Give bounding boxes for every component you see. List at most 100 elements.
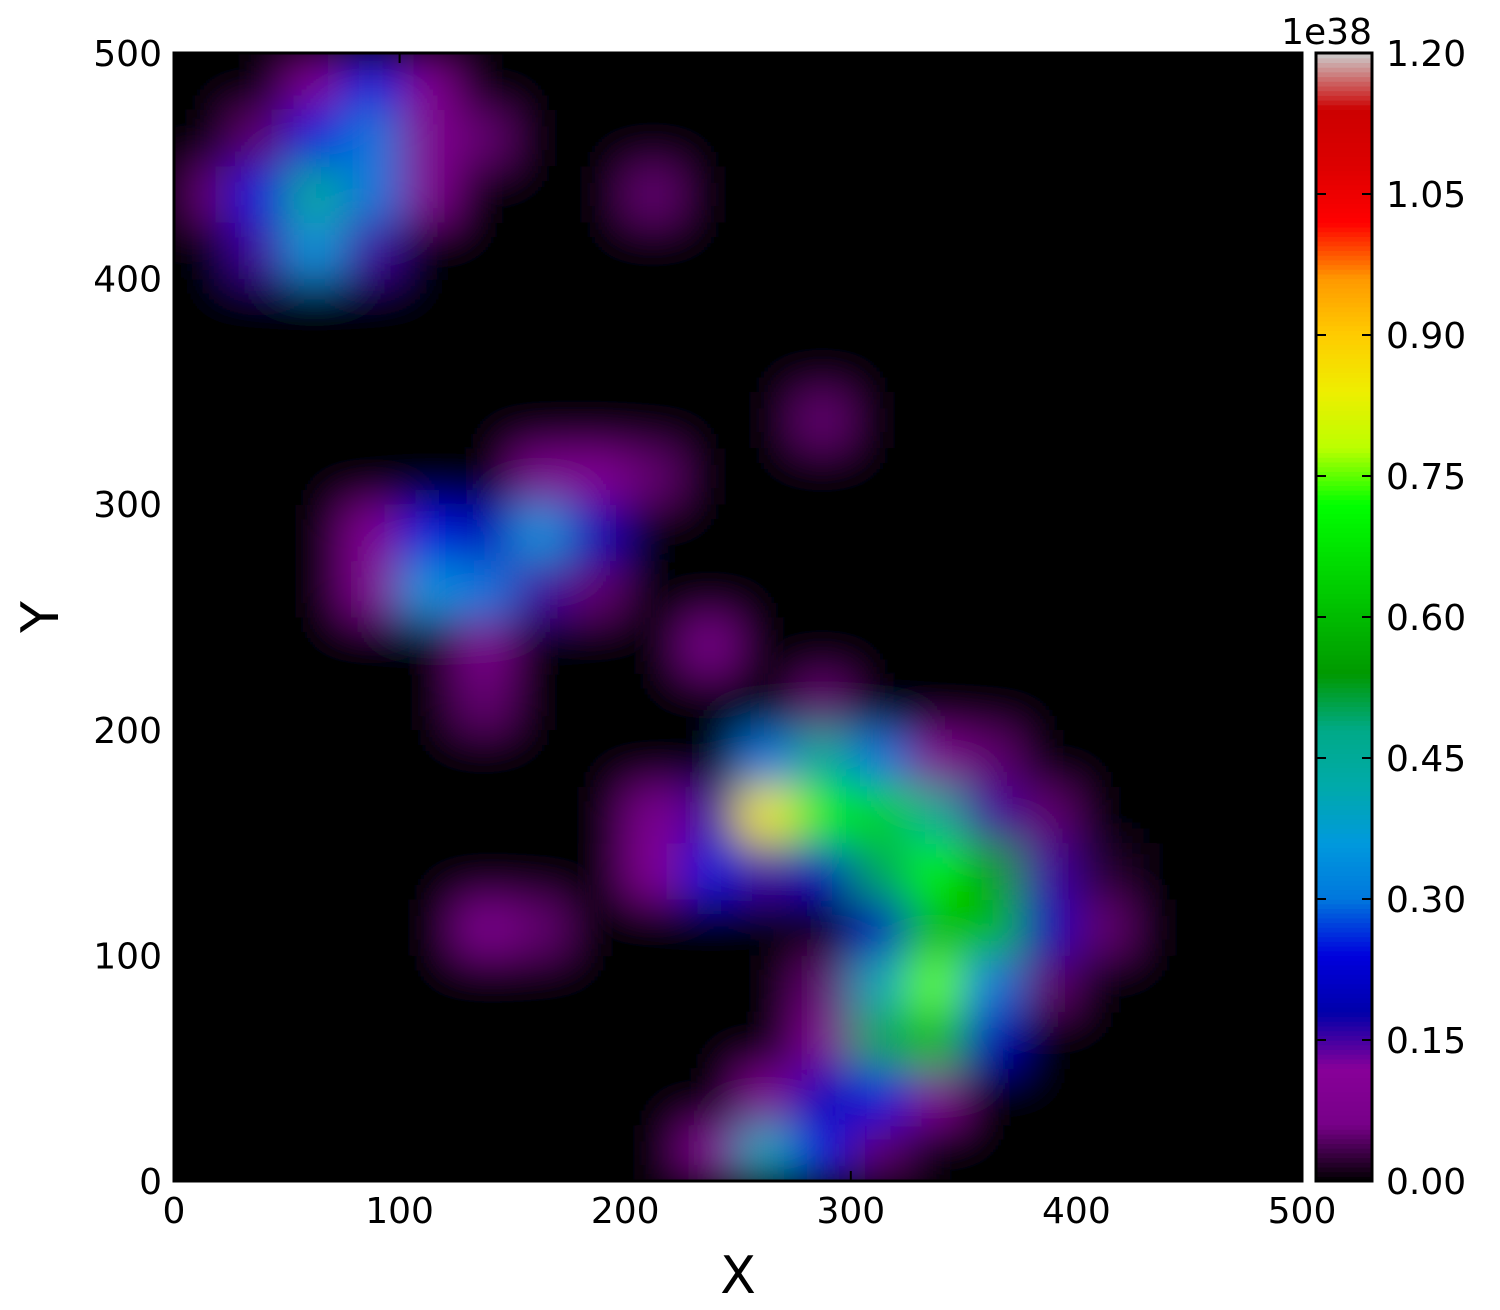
colorbar-segment [1316, 823, 1372, 830]
colorbar-segment [1316, 132, 1372, 139]
heat-cell [681, 898, 739, 956]
heat-cell [850, 1067, 908, 1126]
y-tick-label: 300 [93, 485, 162, 526]
colorbar-segment [1316, 1054, 1372, 1060]
colorbar-segment [1316, 443, 1372, 449]
heat-cell [793, 616, 852, 674]
colorbar-segment [1316, 894, 1372, 900]
heat-cell [1132, 729, 1190, 787]
colorbar-segment [1316, 1091, 1372, 1097]
heat-cell [1188, 1011, 1247, 1069]
colorbar-segment [1316, 790, 1372, 797]
heat-cell [737, 729, 795, 787]
heat-cell [229, 1067, 288, 1126]
heat-cell [568, 729, 626, 787]
colorbar-segment [1316, 640, 1372, 646]
colorbar-segment [1316, 1129, 1372, 1135]
heat-cell [1188, 278, 1247, 336]
colorbar-segment [1316, 682, 1372, 689]
heat-cell [1132, 785, 1190, 844]
heat-cell [737, 503, 795, 562]
colorbar-segment [1316, 880, 1372, 886]
colorbar-segment [1316, 1035, 1372, 1041]
heat-cell [286, 1124, 344, 1181]
colorbar-segment [1316, 222, 1372, 228]
heat-cell [906, 503, 965, 562]
heat-cell [1188, 108, 1247, 167]
colorbar-segment [1316, 1077, 1372, 1083]
y-axis-label: Y [11, 601, 71, 634]
colorbar-offset: 1e38 [1281, 12, 1372, 53]
heat-cell [1075, 1067, 1134, 1126]
colorbar-segment [1316, 236, 1372, 242]
heat-cell [1188, 1124, 1247, 1181]
heat-cell [229, 785, 288, 844]
colorbar-segment [1316, 532, 1372, 538]
heat-cell [399, 221, 457, 280]
colorbar-segment [1316, 429, 1372, 435]
colorbar-segment [1316, 974, 1372, 980]
heat-cell [174, 503, 231, 562]
heat-cell [624, 1124, 683, 1181]
heat-cell [1019, 278, 1077, 336]
heat-cell [850, 842, 908, 900]
heat-cell [568, 278, 626, 336]
colorbar-segment [1316, 711, 1372, 717]
colorbar-segment [1316, 819, 1372, 825]
heat-cell [455, 898, 513, 956]
heat-cell [342, 503, 401, 562]
colorbar-segment [1316, 978, 1372, 985]
heat-cell [511, 447, 570, 505]
x-tick-label: 500 [1268, 1191, 1337, 1232]
colorbar-segment [1316, 565, 1372, 571]
heat-cell [1188, 672, 1247, 731]
heat-cell [1019, 729, 1077, 787]
heat-cell [342, 560, 401, 618]
heat-cell [229, 278, 288, 336]
colorbar-segment [1316, 1007, 1372, 1013]
heat-cell [850, 503, 908, 562]
heat-cell [850, 1124, 908, 1181]
colorbar-segment [1316, 264, 1372, 270]
heat-cell [1245, 898, 1302, 956]
colorbar-segment [1316, 715, 1372, 721]
heat-cell [1245, 842, 1302, 900]
heat-cell [455, 334, 513, 392]
colorbar-segment [1316, 255, 1372, 261]
colorbar-segment [1316, 908, 1372, 914]
colorbar-segment [1316, 795, 1372, 801]
colorbar-segment [1316, 241, 1372, 247]
colorbar-segment [1316, 762, 1372, 768]
colorbar-segment [1316, 137, 1372, 143]
heat-cell [906, 616, 965, 674]
colorbar-segment [1316, 95, 1372, 101]
colorbar-segment [1316, 156, 1372, 162]
heat-cell [286, 842, 344, 900]
colorbar-segment [1316, 452, 1372, 458]
colorbar-segment [1316, 1063, 1372, 1069]
colorbar-segment [1316, 438, 1372, 444]
heat-cell [963, 1124, 1021, 1181]
heat-cell [1188, 785, 1247, 844]
heat-cell [737, 560, 795, 618]
colorbar-segment [1316, 1030, 1372, 1036]
heat-cell [511, 165, 570, 223]
colorbar-tick-label: 0.45 [1386, 739, 1466, 780]
heat-cell [1075, 108, 1134, 167]
heat-cell [1132, 1124, 1190, 1181]
colorbar-segment [1316, 53, 1372, 59]
y-tick-label: 500 [93, 34, 162, 75]
heat-cell [399, 898, 457, 956]
heat-cell [399, 672, 457, 731]
heat-cell [1132, 898, 1190, 956]
heat-cell [793, 390, 852, 449]
heat-cell [681, 1067, 739, 1126]
heat-cell [455, 785, 513, 844]
colorbar-tick-label: 0.75 [1386, 457, 1466, 498]
heat-cell [229, 672, 288, 731]
heat-cell [681, 503, 739, 562]
heat-cell [1188, 447, 1247, 505]
colorbar-segment [1316, 504, 1372, 510]
heat-cell [174, 729, 231, 787]
heat-cell [963, 447, 1021, 505]
